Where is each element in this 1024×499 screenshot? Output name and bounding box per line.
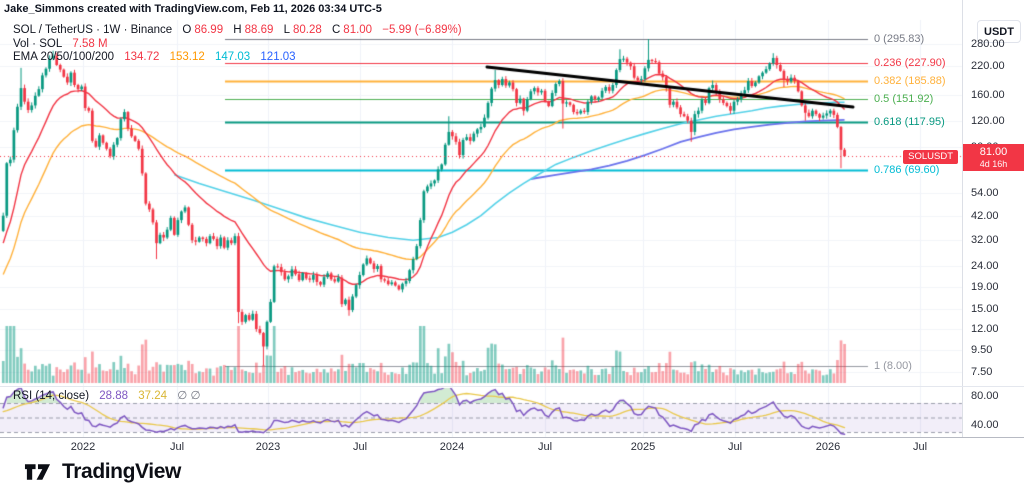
ohlc-c-value: 81.00 — [343, 24, 373, 36]
ohlc-l-value: 80.28 — [293, 24, 322, 36]
price-tick-label: 160.00 — [971, 88, 1005, 101]
attribution-text: Jake_Simmons created with TradingView.co… — [4, 3, 382, 15]
fib-label: 0.236 (227.90) — [874, 56, 946, 69]
time-axis-label: Jul — [727, 441, 743, 453]
time-axis-label: Jul — [912, 441, 928, 453]
pane-divider[interactable] — [0, 386, 1024, 387]
bar-countdown: 4d 16h — [979, 158, 1008, 169]
tradingview-logo-text: TradingView — [62, 460, 181, 483]
ema20-value: 134.72 — [124, 51, 160, 63]
rsi-legend[interactable]: RSI (14, close) 28.88 37.24 ∅ ∅ — [13, 388, 200, 402]
change-value: −5.99 (−6.89%) — [382, 24, 462, 36]
rsi-tick-label: 40.00 — [971, 418, 999, 431]
fib-label: 0.382 (185.88) — [874, 75, 946, 88]
time-axis-label: Jul — [169, 441, 185, 453]
fib-label: 1 (8.00) — [874, 359, 912, 372]
ohlc-o-value: 86.99 — [194, 24, 224, 36]
price-tick-label: 42.00 — [971, 209, 999, 222]
fib-label: 0 (295.83) — [874, 33, 925, 46]
rsi-ma-value: 37.24 — [138, 390, 168, 402]
ema-label: EMA 20/50/100/200 — [13, 51, 115, 63]
price-tick-label: 280.00 — [971, 38, 1005, 50]
ohlc-l-label: L — [283, 24, 290, 36]
ohlc-o-label: O — [182, 24, 192, 36]
symbol-price-badge: SOLUSDT — [903, 150, 958, 164]
price-tick-label: 7.50 — [971, 365, 993, 378]
price-tick-label: 120.00 — [971, 114, 1005, 127]
price-tick-label: 15.00 — [971, 302, 999, 315]
time-axis-label: Jul — [352, 441, 368, 453]
time-axis[interactable]: 2022 Jul 2023 Jul 2024 Jul 2025 Jul 2026 Jul — [0, 438, 962, 455]
symbol-title: SOL / TetherUS · 1W · Binance — [13, 24, 173, 36]
time-axis-label: 2023 — [255, 441, 281, 453]
volume-label: Vol · SOL — [13, 38, 63, 50]
price-tick-label: 32.00 — [971, 234, 999, 247]
fib-label: 0.5 (151.92) — [874, 93, 934, 106]
ema200-value: 121.03 — [260, 51, 296, 63]
ohlc-h-label: H — [233, 24, 242, 36]
price-tick-label: 19.00 — [971, 281, 999, 294]
rsi-label: RSI (14, close) — [13, 390, 90, 402]
volume-value: 7.58 M — [72, 38, 108, 50]
ohlc-h-value: 88.69 — [244, 24, 274, 36]
price-tick-label: 220.00 — [971, 59, 1005, 72]
time-axis-border — [0, 437, 1024, 438]
time-axis-label: Jul — [537, 441, 553, 453]
time-axis-label: 2025 — [630, 441, 656, 453]
time-axis-label: 2022 — [70, 441, 96, 453]
hidden-values-icon: ∅ ∅ — [177, 390, 201, 402]
tradingview-logo[interactable]: TradingView — [24, 460, 181, 484]
time-axis-label: 2026 — [815, 441, 841, 453]
current-price-badge: 81.00 4d 16h — [963, 144, 1024, 171]
ema-legend[interactable]: EMA 20/50/100/200 134.72 153.12 147.03 1… — [13, 51, 296, 63]
rsi-value: 28.88 — [99, 390, 129, 402]
fib-label: 0.618 (117.95) — [874, 116, 945, 129]
price-tick-label: 54.00 — [971, 186, 999, 199]
tradingview-logo-icon — [24, 464, 51, 480]
current-price-value: 81.00 — [979, 146, 1008, 158]
volume-legend[interactable]: Vol · SOL 7.58 M — [13, 38, 108, 50]
time-axis-label: 2024 — [439, 441, 465, 453]
price-axis[interactable]: USDT 280.00220.00160.00120.0090.0054.004… — [962, 0, 1024, 437]
symbol-legend[interactable]: SOL / TetherUS · 1W · Binance O 86.99 H 88… — [13, 24, 462, 36]
price-tick-label: 9.50 — [971, 344, 993, 357]
rsi-tick-label: 80.00 — [971, 389, 999, 402]
ohlc-c-label: C — [331, 24, 341, 36]
ema100-value: 147.03 — [215, 51, 251, 63]
price-tick-label: 24.00 — [971, 260, 999, 273]
fib-label: 0.786 (69.60) — [874, 163, 940, 176]
price-tick-label: 12.00 — [971, 323, 999, 336]
currency-toggle-button[interactable]: USDT — [977, 20, 1021, 43]
ema50-value: 153.12 — [169, 51, 205, 63]
